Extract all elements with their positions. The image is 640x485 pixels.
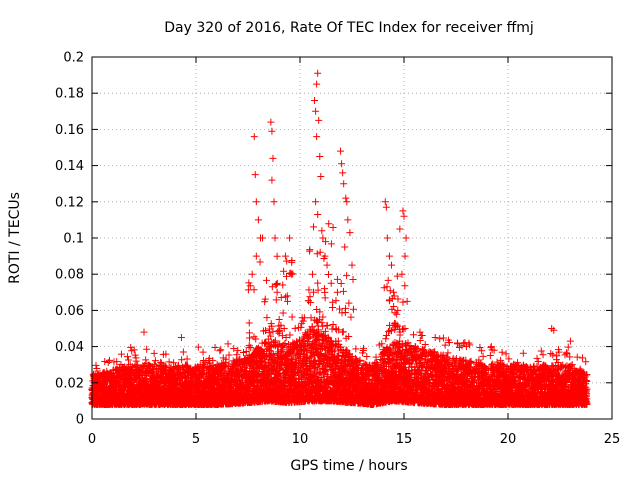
chart-background bbox=[0, 0, 640, 480]
chart-svg: 00.020.040.060.080.10.120.140.160.180.20… bbox=[0, 0, 640, 480]
